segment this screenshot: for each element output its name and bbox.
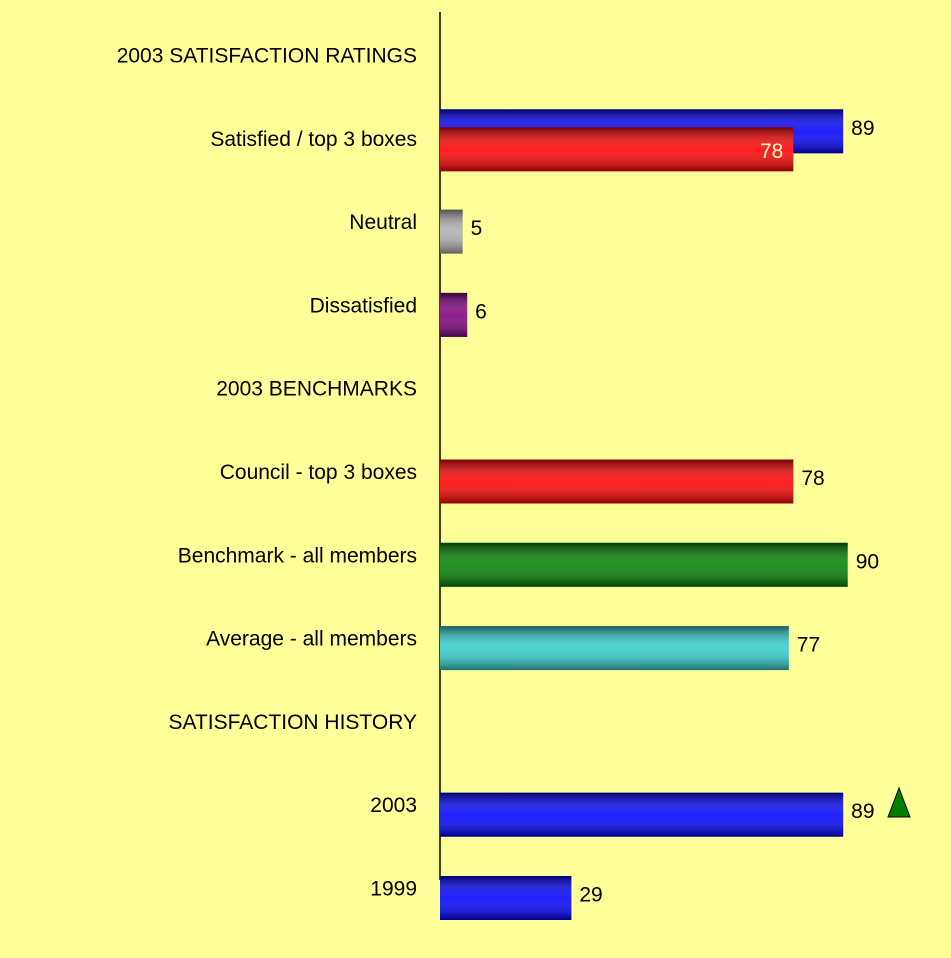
category-label: Council - top 3 boxes (220, 461, 417, 484)
category-label: 2003 SATISFACTION RATINGS (117, 45, 417, 68)
value-label: 89 (851, 117, 874, 140)
value-label: 78 (760, 140, 783, 163)
value-label: 5 (471, 217, 483, 240)
bar-shade (440, 792, 844, 837)
category-label: Satisfied / top 3 boxes (210, 128, 417, 151)
value-label: 77 (797, 634, 820, 657)
bar-shade (440, 209, 463, 254)
category-label: Dissatisfied (310, 294, 417, 317)
category-label: 2003 (370, 794, 417, 817)
category-label: Neutral (349, 211, 417, 234)
bar-shade (440, 876, 572, 920)
value-label: 6 (475, 300, 487, 323)
category-label: 2003 BENCHMARKS (216, 378, 417, 401)
value-label: 89 (851, 800, 874, 823)
category-label: SATISFACTION HISTORY (168, 711, 417, 734)
bar-shade (440, 459, 794, 504)
value-label: 90 (856, 550, 879, 573)
value-label: 78 (801, 467, 824, 490)
bar-shade (440, 127, 794, 172)
category-label: 1999 (370, 878, 417, 901)
category-label: Average - all members (206, 628, 417, 651)
bar-shade (440, 292, 468, 337)
value-label: 29 (579, 884, 602, 907)
bar-shade (440, 542, 848, 587)
category-label: Benchmark - all members (178, 544, 417, 567)
bar-shade (440, 626, 789, 671)
up-arrow (887, 786, 911, 818)
